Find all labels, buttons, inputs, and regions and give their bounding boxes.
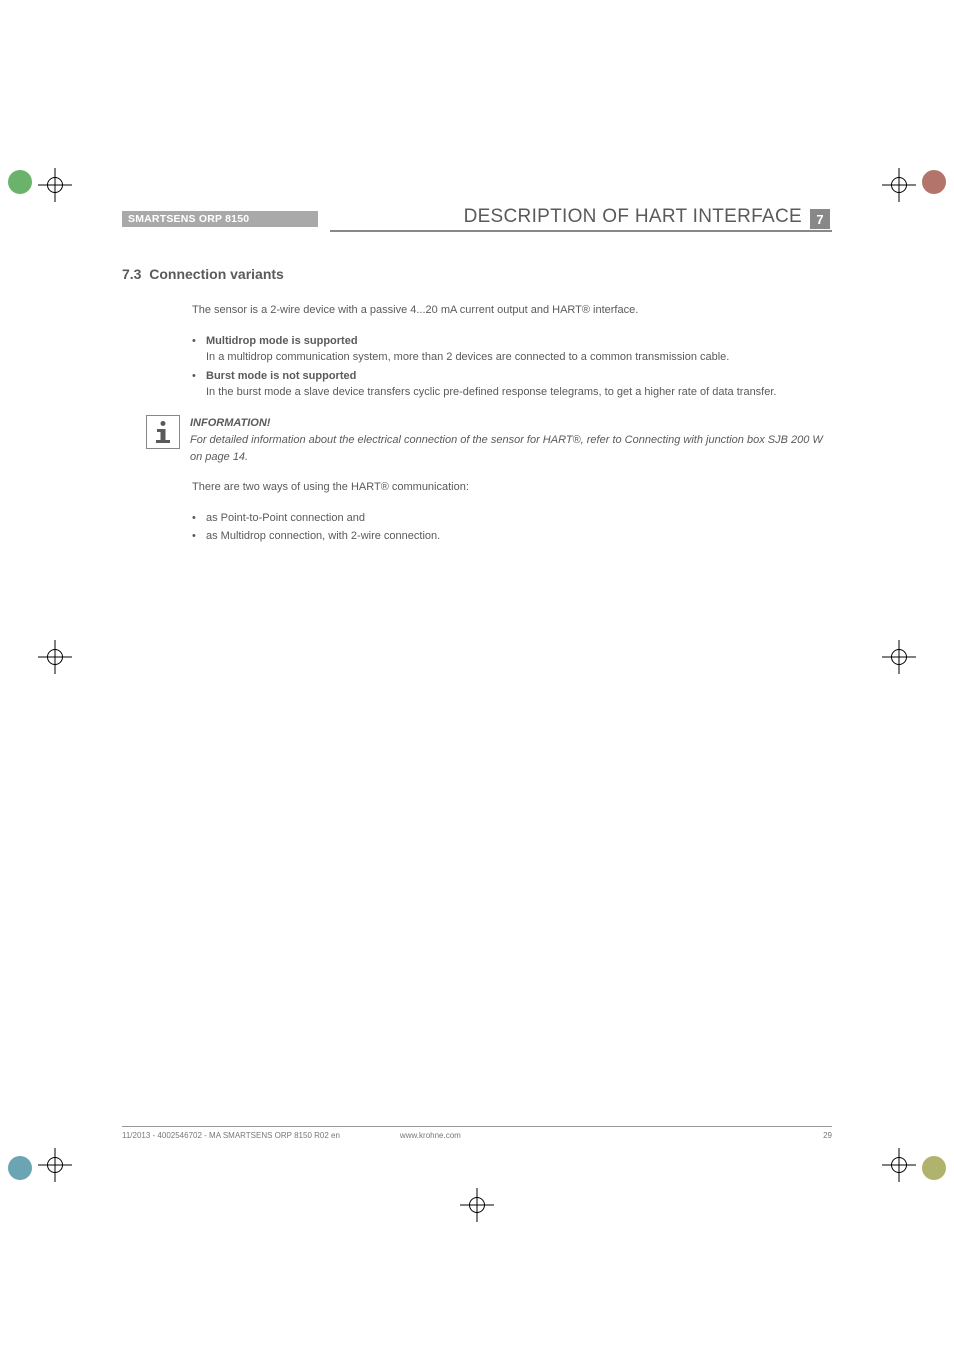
section-heading: 7.3 Connection variants	[122, 266, 832, 282]
mode-item: Multidrop mode is supported In a multidr…	[192, 333, 832, 366]
footer-docid: 11/2013 - 4002546702 - MA SMARTSENS ORP …	[122, 1131, 400, 1140]
page-footer: 11/2013 - 4002546702 - MA SMARTSENS ORP …	[122, 1126, 832, 1144]
crop-mark-mr	[882, 640, 916, 674]
ways-intro: There are two ways of using the HART® co…	[192, 479, 832, 496]
crop-mark-bl	[38, 1148, 72, 1182]
color-patch-tl	[8, 170, 32, 194]
product-name: SMARTSENS ORP 8150	[122, 213, 249, 225]
info-body: For detailed information about the elect…	[190, 434, 823, 463]
crop-mark-tl	[38, 168, 72, 202]
chapter-title-wrap: DESCRIPTION OF HART INTERFACE 7	[330, 206, 832, 232]
mode-head: Multidrop mode is supported	[206, 335, 358, 347]
info-text-block: INFORMATION! For detailed information ab…	[190, 415, 832, 466]
mode-body: In the burst mode a slave device transfe…	[206, 386, 776, 398]
way-item: as Point-to-Point connection and	[192, 510, 832, 527]
footer-url: www.krohne.com	[400, 1131, 823, 1140]
section-number: 7.3	[122, 266, 141, 282]
color-patch-br	[922, 1156, 946, 1180]
mode-head: Burst mode is not supported	[206, 370, 356, 382]
color-patch-bl	[8, 1156, 32, 1180]
chapter-number: 7	[810, 209, 830, 229]
section-title: Connection variants	[149, 266, 284, 282]
crop-mark-tr	[882, 168, 916, 202]
info-label: INFORMATION!	[190, 415, 832, 432]
info-icon	[146, 415, 180, 449]
color-patch-tr	[922, 170, 946, 194]
info-callout: INFORMATION! For detailed information ab…	[122, 415, 832, 466]
ways-list: as Point-to-Point connection and as Mult…	[192, 510, 832, 545]
page-content: SMARTSENS ORP 8150 DESCRIPTION OF HART I…	[122, 206, 832, 1144]
product-bar: SMARTSENS ORP 8150	[122, 211, 318, 227]
mode-body: In a multidrop communication system, mor…	[206, 351, 729, 363]
way-item: as Multidrop connection, with 2-wire con…	[192, 528, 832, 545]
page-header: SMARTSENS ORP 8150 DESCRIPTION OF HART I…	[122, 206, 832, 232]
crop-mark-br	[882, 1148, 916, 1182]
footer-page-number: 29	[823, 1131, 832, 1140]
chapter-title: DESCRIPTION OF HART INTERFACE	[464, 206, 802, 228]
intro-paragraph: The sensor is a 2-wire device with a pas…	[192, 302, 832, 319]
crop-mark-mb	[460, 1188, 494, 1222]
crop-mark-ml	[38, 640, 72, 674]
mode-item: Burst mode is not supported In the burst…	[192, 368, 832, 401]
modes-list: Multidrop mode is supported In a multidr…	[192, 333, 832, 401]
